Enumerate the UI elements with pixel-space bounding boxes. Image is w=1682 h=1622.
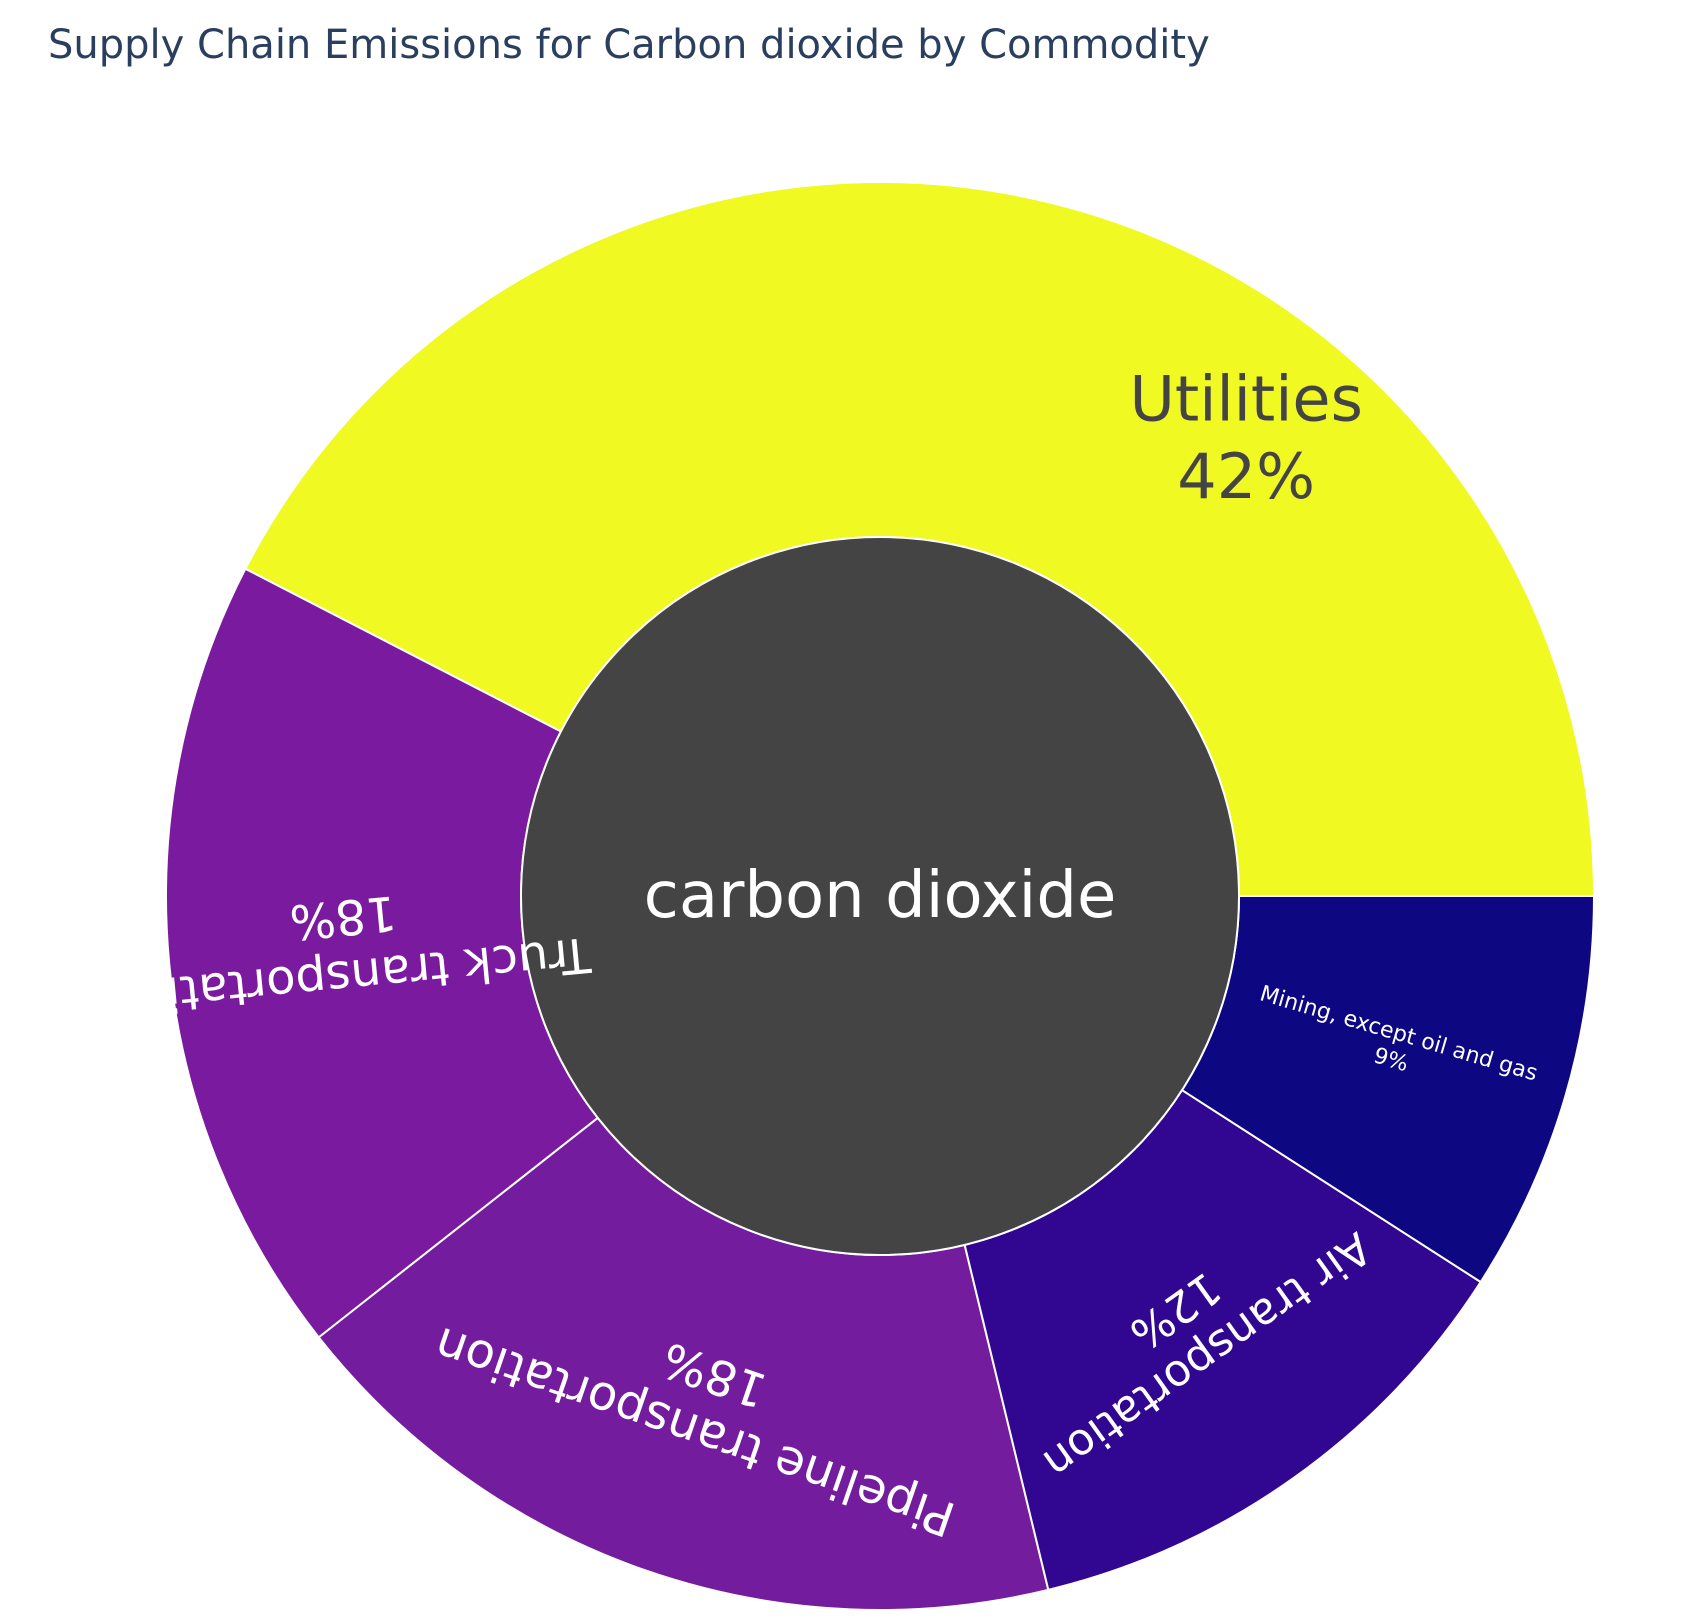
root-label: carbon dioxide xyxy=(644,859,1117,933)
segment-label-utilities: Utilities xyxy=(1130,363,1363,436)
segment-percent-truck-transportation: 18% xyxy=(287,884,399,950)
chart-title: Supply Chain Emissions for Carbon dioxid… xyxy=(48,22,1210,68)
segment-percent-utilities: 42% xyxy=(1177,440,1315,513)
root-node[interactable] xyxy=(520,536,1240,1256)
